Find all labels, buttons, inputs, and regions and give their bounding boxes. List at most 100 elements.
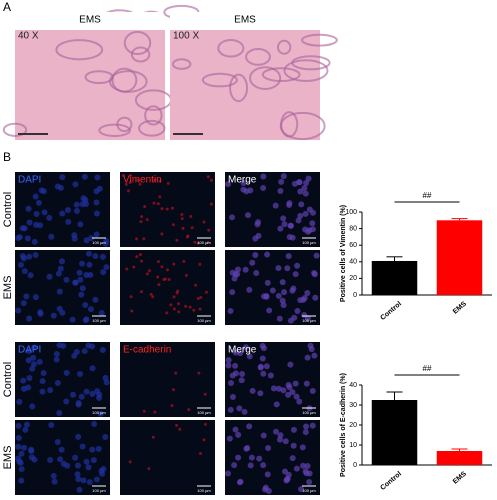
- bar: [436, 220, 483, 295]
- cell: [79, 443, 86, 450]
- cell: [72, 279, 79, 286]
- cell: [302, 226, 309, 233]
- cell: [103, 379, 110, 386]
- cell: [275, 292, 282, 299]
- cell: [172, 388, 176, 392]
- cell: [254, 221, 261, 228]
- cell: [21, 268, 28, 275]
- cell: [93, 199, 100, 206]
- cell: [298, 201, 305, 208]
- cell: [73, 201, 80, 208]
- image-title: EMS: [79, 15, 101, 26]
- cell: [267, 372, 274, 379]
- row-label: EMS: [2, 446, 14, 470]
- cell: [151, 435, 155, 439]
- channel-label: Merge: [228, 345, 257, 356]
- cell: [153, 410, 157, 414]
- cell: [287, 222, 294, 229]
- channel-label: DAPI: [18, 175, 41, 186]
- cell: [71, 232, 78, 239]
- cell: [272, 428, 279, 435]
- cell: [152, 201, 156, 205]
- cell: [302, 190, 309, 197]
- cell: [89, 343, 96, 350]
- cell: [194, 283, 198, 287]
- cell: [285, 253, 292, 260]
- cell: [172, 262, 176, 266]
- cell: [89, 446, 96, 453]
- cell: [302, 210, 309, 217]
- cell: [56, 288, 63, 295]
- channel-label: Vimentin: [123, 175, 162, 186]
- cell: [23, 293, 30, 300]
- cell: [188, 305, 192, 309]
- cell: [282, 438, 289, 445]
- cell: [293, 393, 300, 400]
- cell: [63, 369, 70, 376]
- tissue-structure: [171, 58, 192, 70]
- cell: [291, 180, 298, 187]
- cell: [143, 204, 147, 208]
- cell: [231, 275, 238, 282]
- cell: [198, 452, 202, 456]
- cell: [246, 353, 253, 360]
- cell: [64, 206, 71, 213]
- cell: [232, 349, 239, 356]
- scale-bar-label: 100 µm: [92, 410, 106, 415]
- cell: [165, 207, 169, 211]
- cell: [125, 267, 129, 271]
- cell: [247, 462, 254, 469]
- y-tick-label: 10: [349, 442, 357, 449]
- cell: [39, 388, 46, 395]
- tissue-structure: [261, 67, 301, 83]
- cell: [277, 432, 284, 439]
- cell: [260, 173, 267, 180]
- cell: [69, 316, 76, 323]
- cell: [147, 467, 151, 471]
- cell: [266, 307, 273, 314]
- cell: [26, 219, 33, 226]
- cell: [78, 393, 85, 400]
- x-tick-label: Control: [379, 301, 403, 322]
- cell: [175, 423, 179, 427]
- tissue-structure: [217, 39, 245, 58]
- cell: [151, 295, 155, 299]
- y-tick-label: 60: [349, 242, 357, 249]
- cell: [138, 253, 142, 257]
- cell: [280, 302, 287, 309]
- scale-bar-label: 100 µm: [302, 488, 316, 493]
- channel-label: Merge: [228, 175, 257, 186]
- cell: [281, 289, 288, 296]
- bar: [371, 400, 418, 465]
- cell: [238, 377, 245, 384]
- cell: [76, 269, 83, 276]
- cell: [59, 174, 66, 181]
- cell: [165, 268, 169, 272]
- cell: [296, 398, 303, 405]
- cell: [56, 342, 63, 349]
- cell: [303, 423, 310, 430]
- cell: [25, 205, 32, 212]
- cell: [20, 377, 27, 384]
- cell: [83, 237, 90, 244]
- bar: [436, 451, 483, 465]
- cell: [158, 179, 162, 183]
- cell: [257, 364, 264, 371]
- cell: [280, 173, 287, 180]
- tissue-structure: [84, 70, 114, 85]
- cell: [313, 252, 320, 259]
- cell: [163, 277, 167, 281]
- cell: [290, 442, 297, 449]
- tissue-structure: [201, 72, 238, 88]
- cell: [32, 193, 39, 200]
- cell: [178, 427, 182, 431]
- header-band: [170, 12, 320, 30]
- cell: [181, 226, 185, 230]
- cell: [249, 259, 256, 266]
- cell: [232, 362, 239, 369]
- cell: [74, 471, 81, 478]
- cell: [80, 477, 87, 484]
- cell: [260, 432, 267, 439]
- cell: [280, 387, 287, 394]
- cell: [93, 210, 100, 217]
